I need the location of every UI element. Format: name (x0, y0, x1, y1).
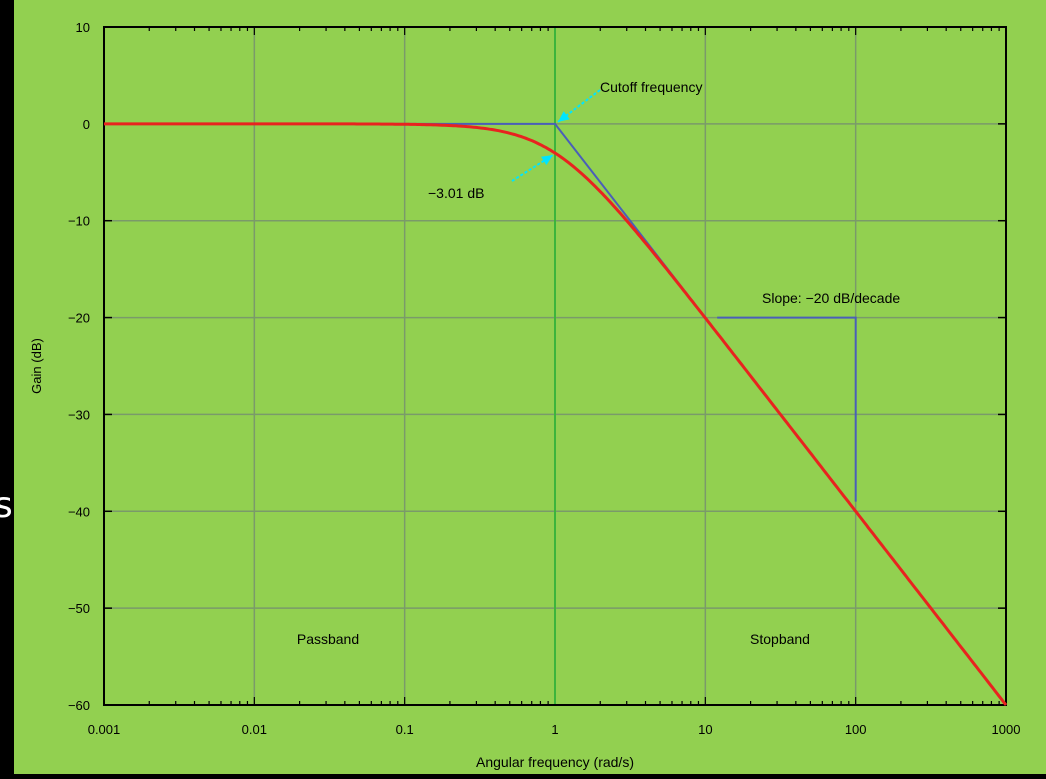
x-tick-label: 0.01 (242, 722, 267, 737)
cutoff-arrow (557, 89, 601, 123)
y-tick-label: −50 (68, 601, 90, 616)
cutoff-annotation: Cutoff frequency (600, 79, 702, 95)
minus3db-arrow (511, 154, 554, 182)
x-axis-label: Angular frequency (rad/s) (476, 754, 634, 770)
x-tick-label: 0.001 (88, 722, 121, 737)
y-axis-label: Gain (dB) (29, 338, 44, 394)
x-tick-label: 100 (845, 722, 867, 737)
minus3db-annotation: −3.01 dB (428, 185, 484, 201)
y-tick-label: −60 (68, 698, 90, 713)
y-tick-label: −40 (68, 504, 90, 519)
arrow-head (541, 155, 553, 166)
gain-curve (104, 122, 1008, 706)
chart-background (14, 0, 1046, 774)
passband-label: Passband (297, 631, 359, 647)
slope-marker (717, 316, 857, 502)
x-tick-label: 1000 (992, 722, 1021, 737)
y-tick-label: −10 (68, 214, 90, 229)
y-tick-label: 0 (83, 117, 90, 132)
y-tick-label: −20 (68, 311, 90, 326)
arrow-shaft (557, 89, 601, 123)
arrow-head (558, 111, 570, 122)
edge-glyph: s (0, 485, 13, 526)
x-tick-label: 1 (551, 722, 558, 737)
x-tick-label: 10 (698, 722, 712, 737)
x-tick-label: 0.1 (396, 722, 414, 737)
y-tick-label: −30 (68, 407, 90, 422)
slope-annotation: Slope: −20 dB/decade (762, 290, 900, 306)
stopband-label: Stopband (750, 631, 810, 647)
plot-border (103, 26, 1007, 706)
y-tick-label: 10 (76, 20, 90, 35)
